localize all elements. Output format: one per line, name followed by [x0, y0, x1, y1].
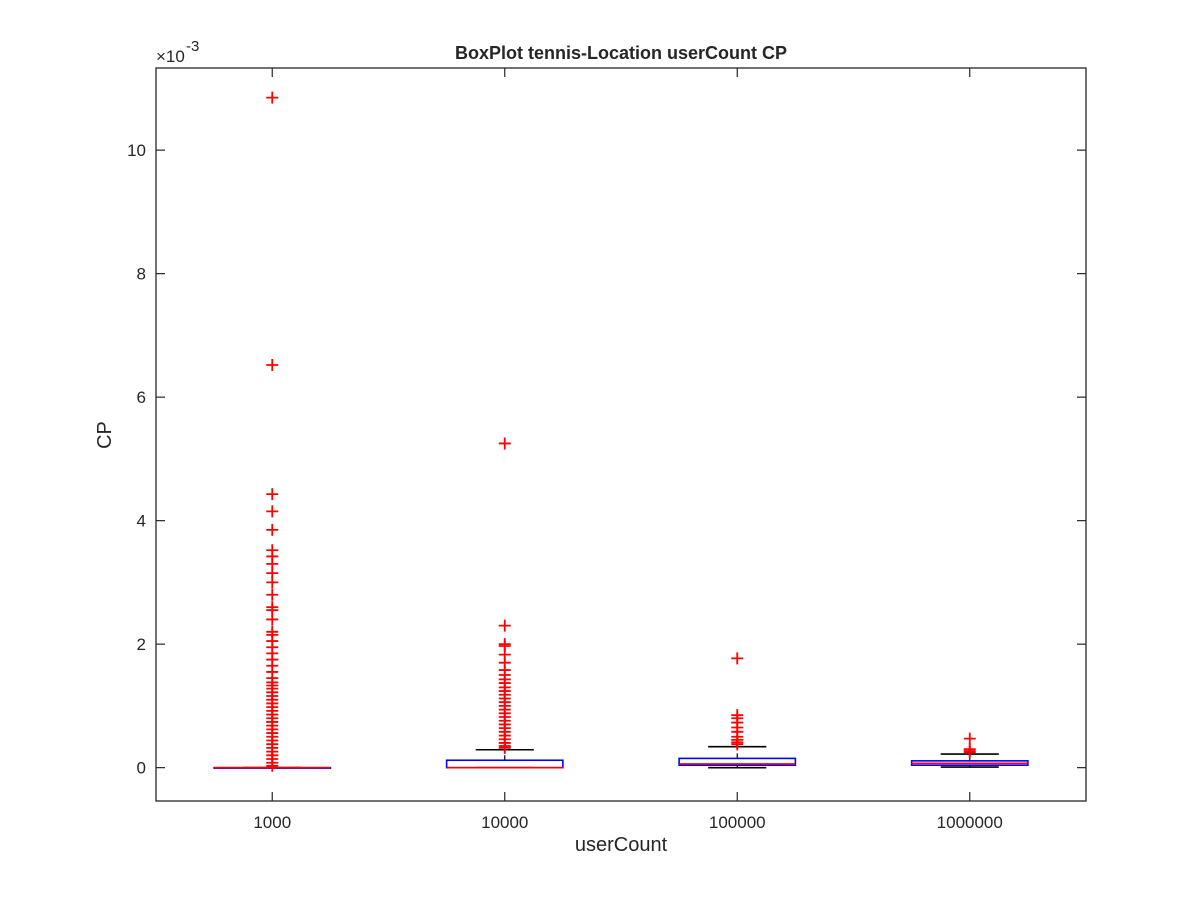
outlier-point	[266, 588, 279, 601]
x-axis-label: userCount	[575, 834, 668, 856]
y-axis-label: CP	[94, 421, 116, 449]
y-tick-label: 6	[137, 388, 146, 407]
outlier-point	[498, 437, 511, 450]
outlier-point	[266, 91, 279, 104]
iqr-box	[678, 757, 797, 766]
outlier-point	[266, 359, 279, 372]
y-tick-label: 2	[137, 635, 146, 654]
chart-title: BoxPlot tennis-Location userCount CP	[455, 43, 787, 63]
x-tick-label: 1000	[253, 813, 291, 832]
outlier-point	[266, 613, 279, 626]
outlier-point	[963, 746, 976, 759]
y-multiplier-base: ×10	[156, 47, 185, 66]
box-1000000	[910, 732, 1029, 768]
y-tick-label: 10	[127, 141, 146, 160]
y-tick-label: 0	[137, 759, 146, 778]
outlier-point	[963, 732, 976, 745]
x-tick-label: 1000000	[937, 813, 1003, 832]
y-tick-label: 4	[137, 512, 146, 531]
outlier-point	[266, 576, 279, 589]
axes-frame	[155, 67, 1087, 802]
x-tick-label: 100000	[709, 813, 766, 832]
box-1000	[213, 91, 332, 772]
outlier-point	[266, 523, 279, 536]
x-tick-label: 10000	[481, 813, 528, 832]
box-100000	[678, 652, 797, 769]
plot-area	[213, 91, 1029, 772]
outlier-point	[731, 652, 744, 665]
y-tick-label: 8	[137, 265, 146, 284]
axis-ticks: 0 2 4 6 8 10 1000 10000 100000 1000000	[127, 68, 1086, 832]
outlier-point	[498, 741, 511, 754]
outlier-point	[266, 759, 279, 772]
y-multiplier-exponent: -3	[186, 38, 199, 55]
outlier-point	[731, 738, 744, 751]
outlier-point	[266, 505, 279, 518]
outlier-point	[498, 619, 511, 632]
box-10000	[445, 437, 564, 769]
outlier-point	[266, 488, 279, 501]
